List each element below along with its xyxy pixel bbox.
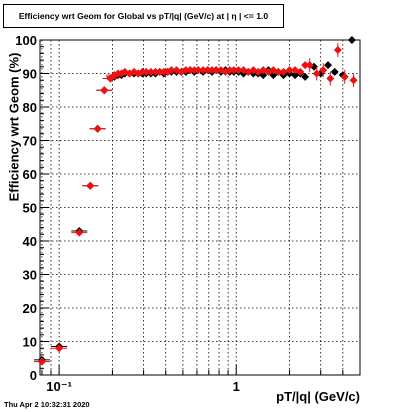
y-tick-labels: 0 10 20 30 40 50 60 70 80 90 100 — [15, 33, 37, 383]
data-point — [333, 46, 342, 55]
x-axis-label: pT/|q| (GeV/c) — [276, 389, 360, 404]
data-point — [259, 71, 268, 80]
timestamp: Thu Apr 2 10:32:31 2020 — [4, 400, 90, 409]
chart-title: Efficiency wrt Geom for Global vs pT/|q|… — [3, 4, 284, 28]
data-point — [274, 67, 283, 76]
data-point — [347, 36, 356, 44]
data-point — [181, 66, 190, 75]
data-point — [285, 66, 294, 75]
data-point — [269, 71, 278, 80]
data-point — [100, 86, 109, 95]
data-point — [186, 66, 195, 75]
y-tick-label: 10 — [23, 335, 37, 350]
data-point — [203, 66, 212, 75]
y-tick-label: 40 — [23, 234, 37, 249]
y-tick-label: 30 — [23, 268, 37, 283]
data-point — [349, 76, 358, 85]
grid-lines — [40, 40, 361, 375]
data-point — [326, 74, 335, 83]
data-point — [324, 61, 333, 70]
y-tick-label: 60 — [23, 167, 37, 182]
data-point — [301, 61, 310, 70]
data-point — [120, 67, 129, 76]
data-point — [301, 72, 310, 81]
data-point — [142, 67, 151, 76]
y-tick-label: 100 — [15, 33, 37, 48]
data-point — [340, 72, 349, 81]
data-point — [155, 67, 164, 76]
y-tick-label: 80 — [23, 100, 37, 115]
data-point — [146, 67, 155, 76]
data-point — [305, 61, 314, 70]
y-tick-label: 0 — [30, 368, 37, 383]
y-tick-label: 70 — [23, 134, 37, 149]
data-point — [151, 67, 160, 76]
x-tick-label: 1 — [233, 379, 240, 394]
data-point — [225, 66, 234, 75]
data-point — [312, 69, 321, 78]
data-point — [212, 66, 221, 75]
data-point — [279, 67, 288, 76]
data-point — [296, 67, 305, 76]
y-tick-label: 20 — [23, 301, 37, 316]
data-point — [55, 344, 64, 353]
data-point — [86, 181, 95, 190]
y-tick-label: 50 — [23, 201, 37, 216]
data-point — [234, 66, 243, 75]
x-tick-labels: 10⁻¹ 1 — [46, 379, 240, 394]
x-tick-label: 10⁻¹ — [46, 379, 72, 394]
data-point — [319, 66, 328, 75]
data-point — [37, 357, 46, 366]
data-point — [208, 66, 217, 75]
data-point — [93, 124, 102, 133]
data-point — [330, 67, 339, 76]
data-points — [33, 36, 358, 366]
data-point — [229, 66, 238, 75]
y-tick-label: 90 — [23, 67, 37, 82]
data-point — [167, 66, 176, 75]
data-point — [75, 228, 84, 237]
data-point — [194, 66, 203, 75]
axis-ticks — [40, 39, 361, 376]
data-point — [199, 66, 208, 75]
